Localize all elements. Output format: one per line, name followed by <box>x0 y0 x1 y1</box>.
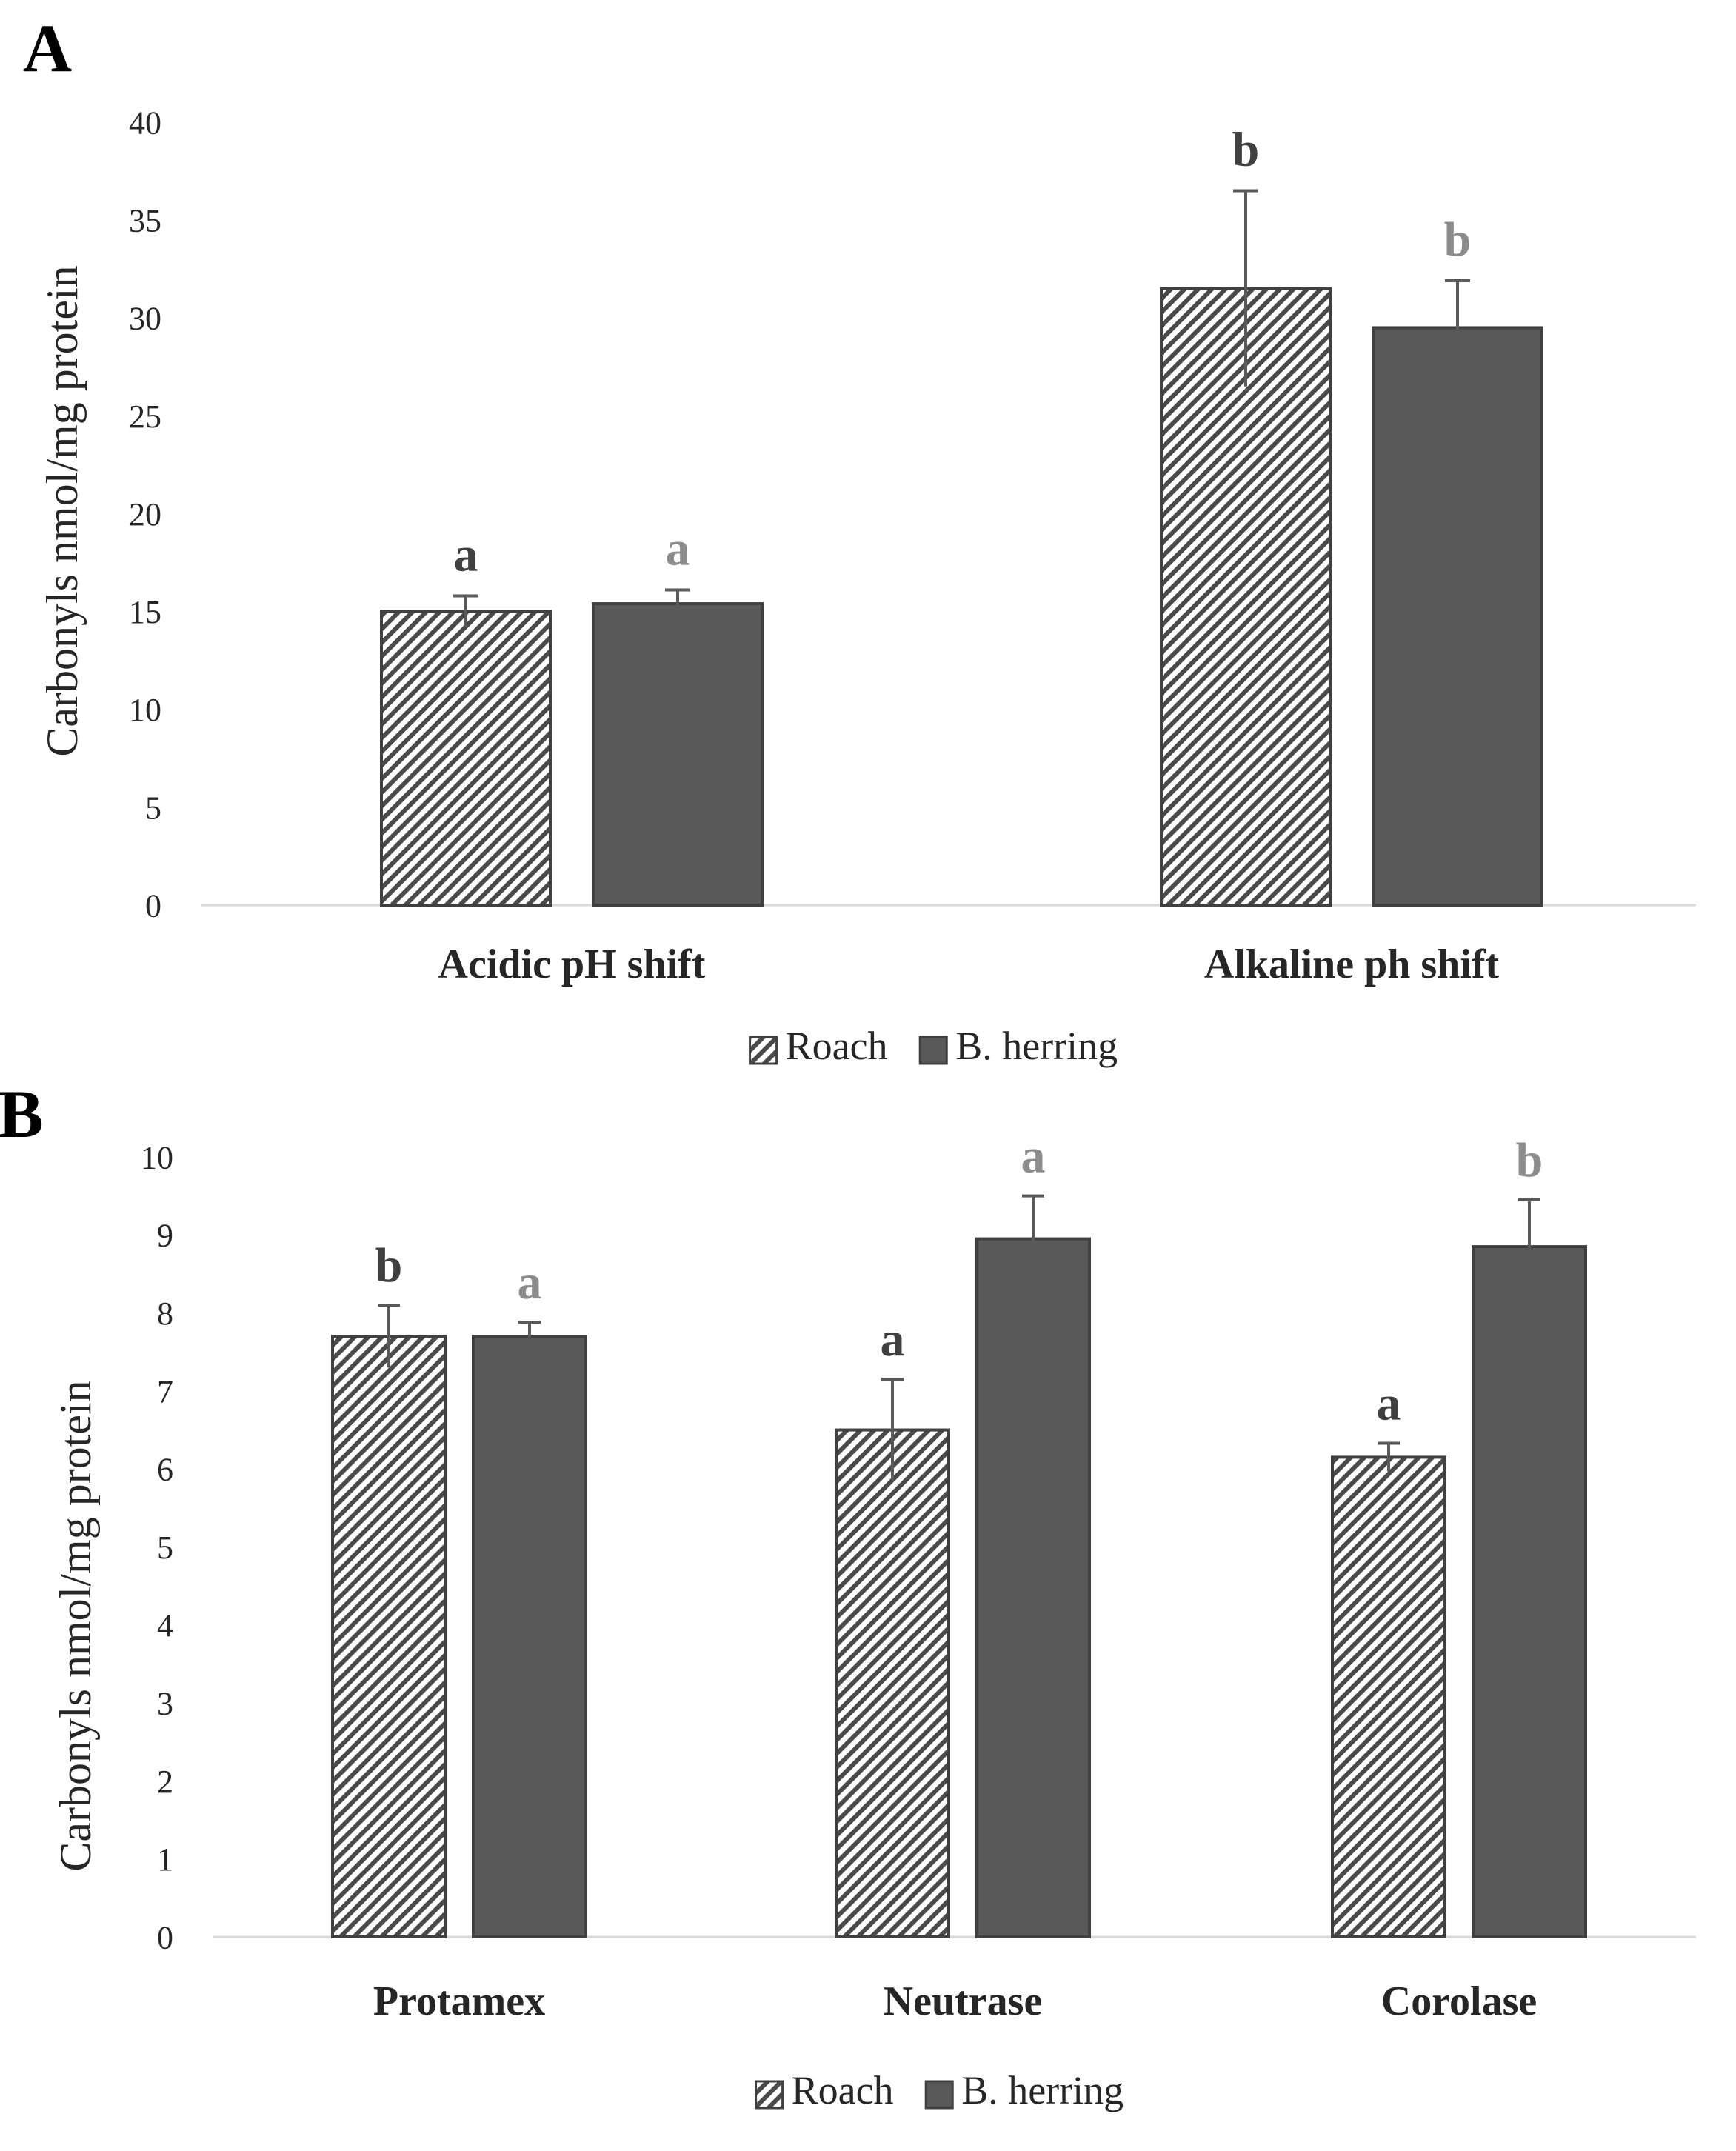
panel-b-label: B <box>0 1076 44 1152</box>
panel-b-category-label: Protamex <box>373 1978 545 2024</box>
panel-a-significance-letter: a <box>666 522 690 576</box>
panel-a-legend-label: B. herring <box>955 1024 1118 1068</box>
panel-a-legend-swatch <box>918 1036 948 1065</box>
panel-a-y-tick-label: 0 <box>145 887 161 924</box>
panel-b-y-tick-label: 5 <box>157 1530 173 1566</box>
panel-a-y-tick-label: 35 <box>129 203 161 239</box>
panel-b-y-tick-label: 10 <box>141 1139 173 1175</box>
panel-b-category-label: Corolase <box>1381 1978 1538 2024</box>
panel-b-y-tick-label: 9 <box>157 1218 173 1254</box>
panel-b-significance-letter: b <box>375 1238 403 1293</box>
panel-a-y-axis-title: Carbonyls nmol/mg protein <box>38 265 87 756</box>
panel-a-y-tick-label: 30 <box>129 301 161 337</box>
panel-b-category-label: Neutrase <box>884 1978 1043 2024</box>
panel-a-y-tick-label: 25 <box>129 398 161 435</box>
panel-a-bar-roach <box>380 610 552 907</box>
panel-b-significance-letter: a <box>1021 1130 1046 1184</box>
panel-a-significance-letter: b <box>1232 122 1260 176</box>
panel-b-bar-b-herring <box>472 1335 587 1938</box>
panel-a-y-tick-label: 15 <box>129 594 161 630</box>
panel-b-bar-roach <box>835 1428 950 1939</box>
panel-b-y-tick-label: 1 <box>157 1841 173 1878</box>
panel-a-legend-label: Roach <box>786 1024 888 1068</box>
panel-a-legend: Roach B. herring <box>749 1024 1118 1068</box>
panel-b-y-tick-label: 2 <box>157 1764 173 1800</box>
panel-b-significance-letter: a <box>1377 1376 1401 1430</box>
panel-b-bar-b-herring <box>975 1237 1091 1938</box>
panel-b-y-tick-label: 6 <box>157 1452 173 1488</box>
panel-b-significance-letter: b <box>1516 1133 1543 1187</box>
panel-a-y-tick-label: 40 <box>129 104 161 141</box>
panel-a-y-tick-label: 20 <box>129 496 161 533</box>
panel-b-chart: B Carbonyls nmol/mg protein 0 1 2 3 4 5 6 7 8 9 10 b a… <box>0 1076 1696 2112</box>
panel-b-significance-letter: a <box>518 1255 542 1310</box>
panel-a-category-label: Alkaline ph shift <box>1204 941 1500 987</box>
panel-a-chart: A Carbonyls nmol/mg protein 0 5 10 15 20 25 30 35… <box>23 10 1696 1068</box>
panel-b-y-tick-label: 7 <box>157 1373 173 1410</box>
panel-a-bar-b-herring <box>592 602 764 907</box>
panel-a-category-label: Acidic pH shift <box>438 941 706 987</box>
panel-b-bar-roach <box>1331 1455 1446 1938</box>
panel-b-legend-swatch <box>924 2080 954 2110</box>
panel-b-y-axis-title: Carbonyls nmol/mg protein <box>51 1380 100 1871</box>
panel-b-bar-roach <box>331 1335 447 1938</box>
panel-a-y-tick-label: 5 <box>145 790 161 826</box>
panel-b-bar-b-herring <box>1472 1245 1587 1938</box>
panel-b-legend-label: Roach <box>792 2068 894 2112</box>
panel-b-y-tick-label: 4 <box>157 1607 173 1644</box>
panel-a-bar-b-herring <box>1372 326 1543 907</box>
panel-b-legend-label: B. herring <box>961 2068 1124 2112</box>
panel-a-significance-letter: b <box>1444 213 1472 267</box>
panel-b-y-tick-label: 0 <box>157 1919 173 1955</box>
panel-a-bar-roach <box>1160 287 1332 907</box>
panel-b-significance-letter: a <box>881 1313 905 1367</box>
panel-a-significance-letter: a <box>454 527 478 581</box>
panel-b-y-tick-label: 8 <box>157 1295 173 1332</box>
panel-b-legend-swatch <box>755 2080 784 2110</box>
panel-b-y-tick-label: 3 <box>157 1686 173 1722</box>
panel-a-legend-swatch <box>749 1036 778 1065</box>
panel-a-label: A <box>23 10 72 86</box>
panel-a-y-tick-label: 10 <box>129 692 161 728</box>
panel-b-legend: Roach B. herring <box>755 2068 1124 2112</box>
